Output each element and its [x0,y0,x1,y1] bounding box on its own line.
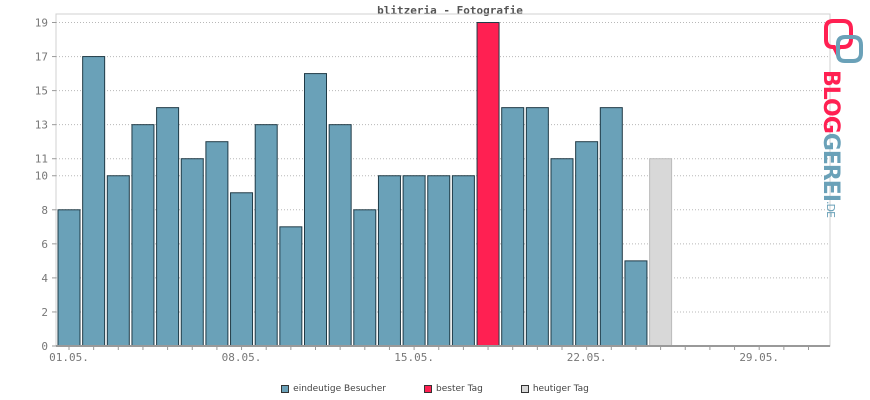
logo-wordmark: BLOGGEREI.DE [818,70,843,217]
legend-swatch-visitors [281,385,290,393]
bar [525,107,549,347]
bar [624,260,648,347]
legend-label-best: bester Tag [436,384,483,394]
bar [106,175,130,347]
bar [156,107,180,347]
bar [254,124,278,347]
legend-swatch-best [424,385,432,393]
bar [353,209,377,347]
x-tick-label: 29.05. [739,351,779,364]
y-tick-label: 10 [35,170,48,183]
legend-item-visitors: eindeutige Besucher [281,384,386,394]
legend-label-visitors: eindeutige Besucher [293,384,386,394]
y-tick-label: 8 [41,204,48,217]
bar [427,175,451,347]
x-tick-label: 22.05. [567,351,607,364]
bar [402,175,426,347]
y-tick-label: 17 [35,51,48,64]
y-tick-label: 11 [35,153,48,166]
y-tick-label: 6 [41,238,48,251]
legend-item-best: bester Tag [424,384,483,394]
y-tick-label: 13 [35,119,48,132]
legend-item-today: heutiger Tag [520,384,589,394]
bar [328,124,352,347]
logo-speech-bubbles-icon [824,19,863,63]
bar [230,192,254,347]
y-tick-label: 0 [41,340,48,353]
legend: eindeutige Besucher bester Tag heutiger … [0,384,870,394]
bar [82,56,106,347]
bar [205,141,229,347]
bar [304,73,327,347]
bar [131,124,155,347]
bar [599,107,623,347]
bar [575,141,599,347]
y-tick-label: 2 [41,306,48,319]
bar-best-day [476,22,500,347]
bar [180,158,204,347]
y-tick-label: 15 [35,85,48,98]
bar [501,107,525,347]
legend-label-today: heutiger Tag [532,384,589,394]
x-tick-label: 01.05. [49,351,89,364]
bloggerei-logo [824,19,863,63]
bar [550,158,574,347]
legend-swatch-today [520,385,529,393]
bar [279,226,303,347]
bar [451,175,475,347]
bar [377,175,401,347]
x-tick-label: 15.05. [394,351,434,364]
bar-today [649,158,673,347]
bar [57,209,81,347]
x-tick-label: 08.05. [222,351,262,364]
y-tick-label: 19 [35,17,48,30]
y-tick-label: 4 [41,272,48,285]
